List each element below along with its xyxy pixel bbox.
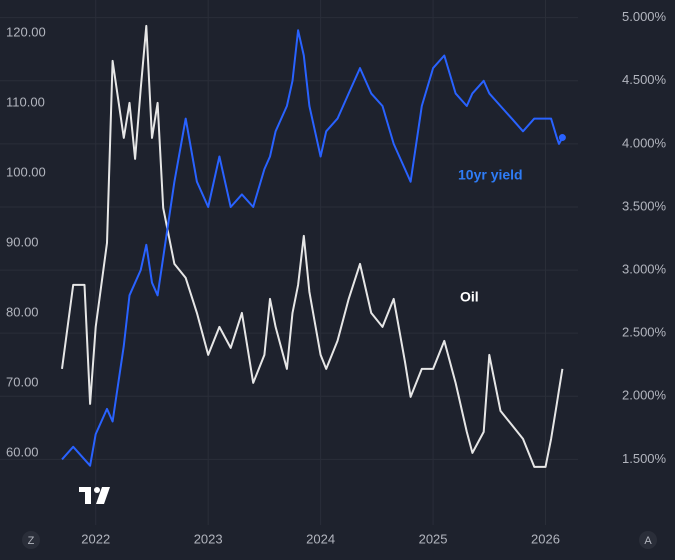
x-tick-label: 2024 [306,531,335,546]
series-line [61,29,564,467]
svg-text:A: A [644,535,652,547]
y-tick-label: 70.00 [6,374,39,389]
y-tick-label: 90.00 [6,234,39,249]
x-tick-label: 2026 [531,531,560,546]
x-tick-label: 2022 [81,531,110,546]
y2-tick-label: 5.000% [622,9,667,24]
legend-label: 10yr yield [458,167,523,183]
svg-text:Z: Z [28,535,35,547]
x-tick-label: 2025 [419,531,448,546]
log-scale-button[interactable]: A [639,531,657,549]
y2-tick-label: 4.500% [622,72,667,87]
y2-tick-label: 2.500% [622,325,667,340]
y-tick-label: 110.00 [6,94,45,109]
series-line [61,24,564,468]
last-point [558,134,566,142]
y-tick-label: 100.00 [6,164,46,179]
y2-tick-label: 3.000% [622,262,667,277]
y2-tick-label: 4.000% [622,135,667,150]
y2-tick-label: 2.000% [622,388,667,403]
legend-label: Oil [460,289,479,305]
grid [0,0,578,525]
y2-tick-label: 3.500% [622,198,667,213]
y-tick-label: 120.00 [6,24,46,39]
y2-tick-label: 1.500% [622,451,667,466]
tv-logo [79,487,110,504]
x-tick-label: 2023 [194,531,223,546]
y-tick-label: 60.00 [6,444,39,459]
y-tick-label: 80.00 [6,304,39,319]
auto-scale-button[interactable]: Z [22,531,40,549]
